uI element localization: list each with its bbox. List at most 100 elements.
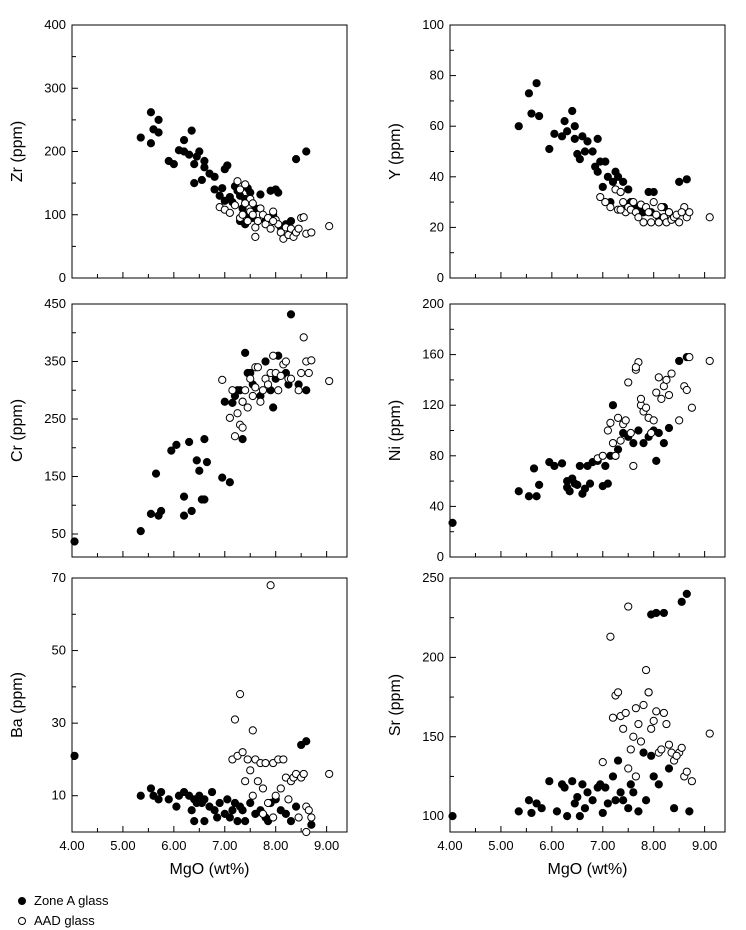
aad-point bbox=[685, 353, 694, 362]
zone-a-point bbox=[550, 461, 559, 471]
aad-point bbox=[685, 208, 694, 217]
zone-a-point bbox=[136, 133, 145, 142]
y-tick-label: 70 bbox=[52, 570, 66, 585]
aad-point bbox=[325, 222, 334, 231]
zone-a-point bbox=[583, 788, 592, 797]
zone-a-point bbox=[187, 506, 196, 516]
chart-panel-2: 0 20 40 60 80 100 Y (ppm) bbox=[387, 17, 726, 285]
zone-a-point bbox=[524, 796, 534, 805]
zone-a-point bbox=[228, 398, 237, 407]
zone-a-point bbox=[550, 129, 559, 138]
aad-point bbox=[677, 743, 686, 752]
aad-point bbox=[682, 767, 691, 776]
aad-point bbox=[241, 386, 250, 395]
aad-point bbox=[634, 719, 643, 729]
zone-a-point bbox=[213, 813, 222, 822]
zone-a-point bbox=[578, 780, 587, 789]
zone-a-point bbox=[154, 115, 163, 124]
zone-a-point bbox=[233, 817, 242, 826]
y-tick-label: 50 bbox=[52, 526, 66, 541]
zone-a-point bbox=[568, 106, 577, 116]
zone-a-point bbox=[202, 458, 212, 467]
zone-a-point bbox=[179, 136, 189, 145]
aad-point bbox=[286, 374, 296, 383]
aad-point bbox=[230, 201, 240, 210]
zone-a-point bbox=[532, 492, 541, 501]
zone-a-point bbox=[302, 737, 311, 746]
plot-frame bbox=[71, 303, 348, 558]
zone-a-point bbox=[647, 610, 656, 619]
aad-point bbox=[641, 403, 651, 412]
zone-a-point bbox=[179, 511, 189, 520]
aad-point bbox=[675, 416, 684, 425]
y-tick-label: 20 bbox=[430, 219, 444, 234]
zone-a-point bbox=[154, 128, 163, 137]
zone-a-point bbox=[578, 132, 587, 141]
zone-a-point bbox=[172, 440, 181, 449]
zone-a-point bbox=[560, 117, 569, 126]
x-tick-label: 6.00 bbox=[539, 838, 564, 853]
zone-a-point bbox=[588, 796, 597, 805]
aad-point bbox=[294, 813, 303, 822]
zone-a-point bbox=[274, 188, 283, 197]
aad-point bbox=[629, 732, 638, 741]
x-tick-label: 8.00 bbox=[263, 838, 288, 853]
zone-a-point bbox=[649, 187, 658, 197]
aad-point bbox=[652, 388, 661, 397]
zone-a-point bbox=[225, 813, 234, 822]
aad-point bbox=[274, 386, 283, 395]
zone-a-point bbox=[210, 185, 219, 194]
aad-point bbox=[307, 356, 316, 365]
y-tick-label: 200 bbox=[422, 649, 444, 664]
zone-a-point bbox=[537, 804, 546, 813]
zone-a-point bbox=[179, 492, 189, 501]
aad-point bbox=[619, 198, 628, 207]
zone-a-point bbox=[241, 348, 250, 357]
aad-point bbox=[629, 198, 638, 207]
aad-point bbox=[243, 216, 252, 226]
aad-point bbox=[624, 602, 633, 611]
zone-a-point bbox=[238, 806, 247, 815]
zone-a-point bbox=[207, 787, 217, 797]
zone-a-point bbox=[286, 310, 296, 319]
zone-a-point bbox=[200, 795, 209, 804]
legend-label-aad: AAD glass bbox=[34, 913, 95, 928]
aad-point bbox=[613, 413, 623, 422]
zone-a-point bbox=[593, 134, 602, 143]
aad-point bbox=[641, 665, 651, 675]
aad-point bbox=[611, 451, 620, 460]
aad-point bbox=[248, 391, 257, 401]
zone-a-point bbox=[524, 89, 534, 98]
zone-a-point bbox=[601, 157, 610, 166]
y-tick-label: 450 bbox=[44, 296, 66, 311]
series-aad bbox=[593, 353, 714, 471]
aad-point bbox=[253, 216, 262, 226]
aad-point bbox=[626, 428, 635, 438]
x-tick-label: 5.00 bbox=[488, 838, 513, 853]
aad-point bbox=[243, 755, 252, 764]
aad-point bbox=[246, 766, 255, 775]
x-tick-label: 4.00 bbox=[437, 838, 462, 853]
zone-a-point bbox=[307, 820, 316, 829]
aad-point bbox=[672, 751, 681, 760]
aad-point bbox=[294, 386, 303, 395]
aad-point bbox=[261, 758, 270, 768]
zone-a-point bbox=[593, 167, 602, 176]
aad-point bbox=[279, 755, 288, 764]
zone-a-point bbox=[634, 807, 643, 816]
zone-a-point bbox=[659, 439, 668, 448]
zone-a-point bbox=[659, 608, 668, 618]
aad-point bbox=[251, 383, 260, 392]
aad-point bbox=[241, 777, 250, 786]
series-aad bbox=[215, 177, 334, 243]
zone-a-point bbox=[223, 161, 232, 170]
x-tick-label: 9.00 bbox=[692, 838, 717, 853]
zone-a-point bbox=[603, 799, 612, 808]
zone-a-point bbox=[624, 185, 633, 194]
aad-point bbox=[299, 333, 308, 342]
zone-a-point bbox=[218, 473, 227, 482]
zone-a-point bbox=[603, 479, 612, 488]
aad-point bbox=[225, 413, 234, 422]
aad-point bbox=[644, 688, 653, 697]
plot-frame bbox=[449, 577, 726, 833]
